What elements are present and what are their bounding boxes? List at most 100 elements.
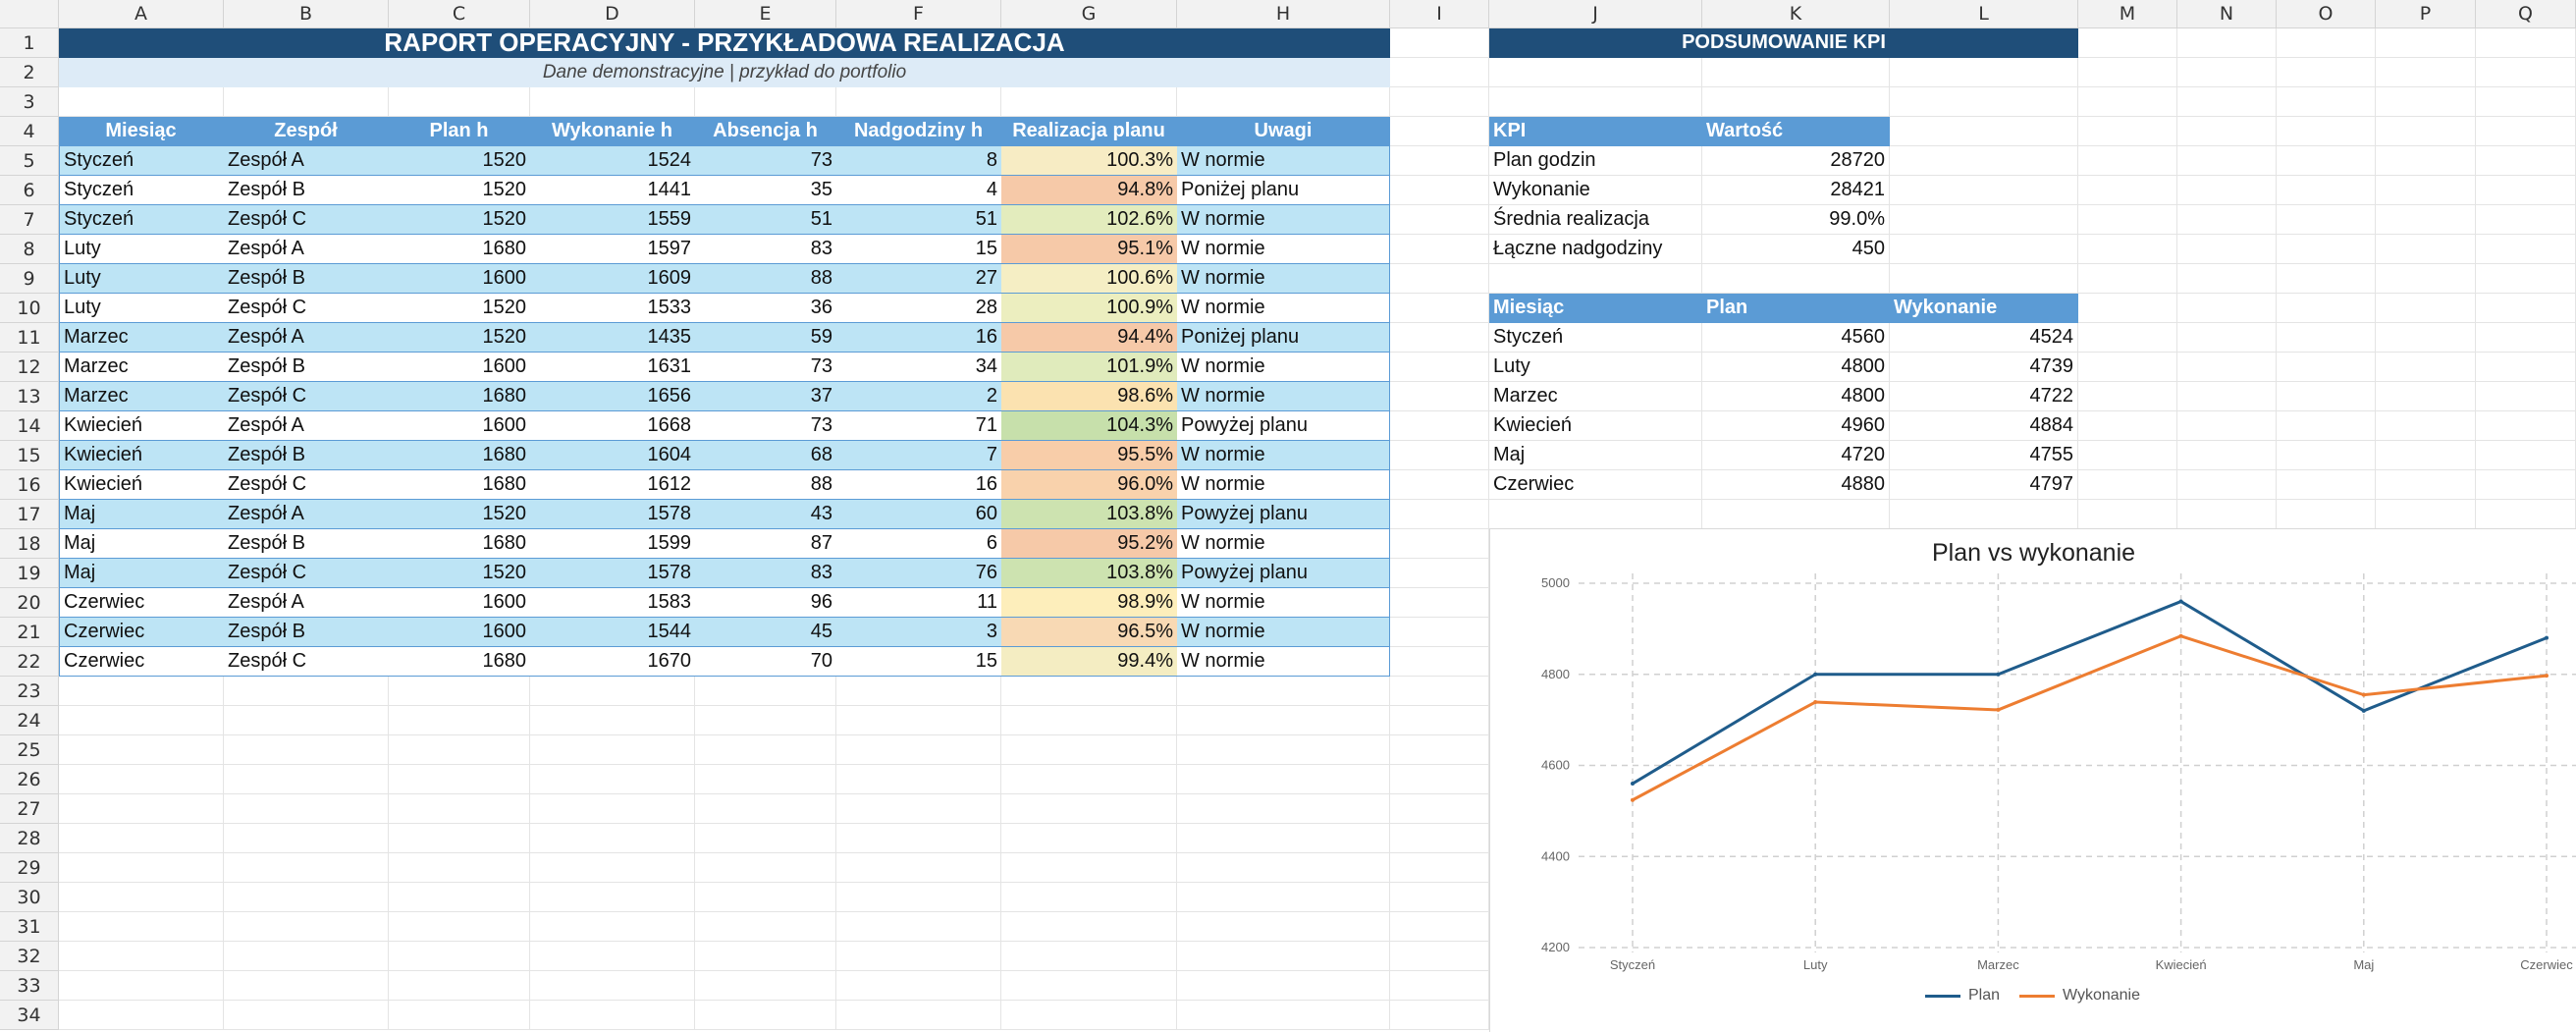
table-cell[interactable]: Zespół B — [224, 529, 389, 559]
cell[interactable] — [836, 706, 1001, 735]
cell[interactable] — [224, 1001, 389, 1030]
cell[interactable] — [59, 677, 224, 706]
cell[interactable] — [224, 971, 389, 1001]
cell[interactable] — [836, 971, 1001, 1001]
cell[interactable] — [1890, 205, 2078, 235]
cell[interactable] — [389, 912, 530, 942]
cell[interactable] — [224, 883, 389, 912]
table-cell[interactable]: 73 — [695, 411, 836, 441]
row-header-30[interactable]: 30 — [0, 883, 59, 912]
kpi-value[interactable]: 28421 — [1702, 176, 1890, 205]
table-cell[interactable]: 1668 — [530, 411, 695, 441]
cell[interactable] — [1001, 1001, 1177, 1030]
monthly-cell[interactable]: Marzec — [1489, 382, 1702, 411]
cell[interactable] — [2177, 323, 2277, 353]
column-header-F[interactable]: F — [836, 0, 1001, 28]
cell[interactable] — [1890, 117, 2078, 146]
cell[interactable] — [2277, 205, 2376, 235]
realization-cell[interactable]: 96.0% — [1001, 470, 1177, 500]
cell[interactable] — [1390, 382, 1489, 411]
cell[interactable] — [224, 706, 389, 735]
cell[interactable] — [2376, 441, 2476, 470]
table-cell[interactable]: 6 — [836, 529, 1001, 559]
table-cell[interactable]: Kwiecień — [59, 441, 224, 470]
realization-cell[interactable]: 100.3% — [1001, 146, 1177, 176]
monthly-cell[interactable]: 4524 — [1890, 323, 2078, 353]
cell[interactable] — [2277, 323, 2376, 353]
cell[interactable] — [1890, 176, 2078, 205]
row-header-15[interactable]: 15 — [0, 441, 59, 470]
table-cell[interactable]: Kwiecień — [59, 470, 224, 500]
column-header-N[interactable]: N — [2177, 0, 2277, 28]
table-cell[interactable]: Luty — [59, 294, 224, 323]
cell[interactable] — [1390, 706, 1489, 735]
cell[interactable] — [2376, 470, 2476, 500]
cell[interactable] — [1390, 853, 1489, 883]
table-cell[interactable]: 15 — [836, 647, 1001, 677]
cell[interactable] — [836, 883, 1001, 912]
cell[interactable] — [695, 824, 836, 853]
realization-cell[interactable]: 103.8% — [1001, 559, 1177, 588]
cell[interactable] — [1890, 235, 2078, 264]
cell[interactable] — [2177, 500, 2277, 529]
cell[interactable] — [224, 87, 389, 117]
row-header-23[interactable]: 23 — [0, 677, 59, 706]
row-header-12[interactable]: 12 — [0, 353, 59, 382]
table-cell[interactable]: 15 — [836, 235, 1001, 264]
table-cell[interactable]: 1578 — [530, 559, 695, 588]
cell[interactable] — [2277, 235, 2376, 264]
table-cell[interactable]: 51 — [836, 205, 1001, 235]
monthly-cell[interactable]: Maj — [1489, 441, 1702, 470]
monthly-cell[interactable]: Czerwiec — [1489, 470, 1702, 500]
table-cell[interactable]: Czerwiec — [59, 588, 224, 618]
cell[interactable] — [1390, 294, 1489, 323]
cell[interactable] — [2078, 411, 2177, 441]
cell[interactable] — [2277, 411, 2376, 441]
table-cell[interactable]: Maj — [59, 500, 224, 529]
cell[interactable] — [2078, 470, 2177, 500]
cell[interactable] — [1702, 264, 1890, 294]
cell[interactable] — [59, 883, 224, 912]
cell[interactable] — [59, 735, 224, 765]
realization-cell[interactable]: 100.6% — [1001, 264, 1177, 294]
cell[interactable] — [59, 971, 224, 1001]
cell[interactable] — [530, 942, 695, 971]
cell[interactable] — [1177, 765, 1390, 794]
kpi-header[interactable]: Wartość — [1702, 117, 1890, 146]
monthly-cell[interactable]: 4797 — [1890, 470, 2078, 500]
cell[interactable] — [2476, 323, 2576, 353]
table-cell[interactable]: Luty — [59, 264, 224, 294]
table-cell[interactable]: Kwiecień — [59, 411, 224, 441]
table-cell[interactable]: Styczeń — [59, 146, 224, 176]
cell[interactable] — [2078, 353, 2177, 382]
cell[interactable] — [695, 765, 836, 794]
cell[interactable] — [389, 942, 530, 971]
row-header-32[interactable]: 32 — [0, 942, 59, 971]
table-cell[interactable]: Czerwiec — [59, 618, 224, 647]
cell[interactable] — [2177, 294, 2277, 323]
row-header-9[interactable]: 9 — [0, 264, 59, 294]
kpi-value[interactable]: 28720 — [1702, 146, 1890, 176]
table-cell[interactable]: Styczeń — [59, 205, 224, 235]
table-cell[interactable]: 83 — [695, 559, 836, 588]
column-header-D[interactable]: D — [530, 0, 695, 28]
table-cell[interactable]: W normie — [1177, 235, 1390, 264]
table-cell[interactable]: 1680 — [389, 382, 530, 411]
cell[interactable] — [1489, 500, 1702, 529]
cell[interactable] — [1177, 794, 1390, 824]
cell[interactable] — [2277, 382, 2376, 411]
line-chart[interactable]: Plan vs wykonanie 4200 4400 4600 4800 5000 St… — [1489, 528, 2576, 1032]
cell[interactable] — [2177, 205, 2277, 235]
cell[interactable] — [1390, 411, 1489, 441]
realization-cell[interactable]: 95.1% — [1001, 235, 1177, 264]
cell[interactable] — [224, 824, 389, 853]
kpi-name[interactable]: Łączne nadgodziny — [1489, 235, 1702, 264]
cell[interactable] — [695, 942, 836, 971]
realization-cell[interactable]: 94.4% — [1001, 323, 1177, 353]
cell[interactable] — [530, 853, 695, 883]
table-cell[interactable]: 36 — [695, 294, 836, 323]
realization-cell[interactable]: 95.2% — [1001, 529, 1177, 559]
cell[interactable] — [1177, 706, 1390, 735]
table-cell[interactable]: 1520 — [389, 176, 530, 205]
table-cell[interactable]: 1559 — [530, 205, 695, 235]
